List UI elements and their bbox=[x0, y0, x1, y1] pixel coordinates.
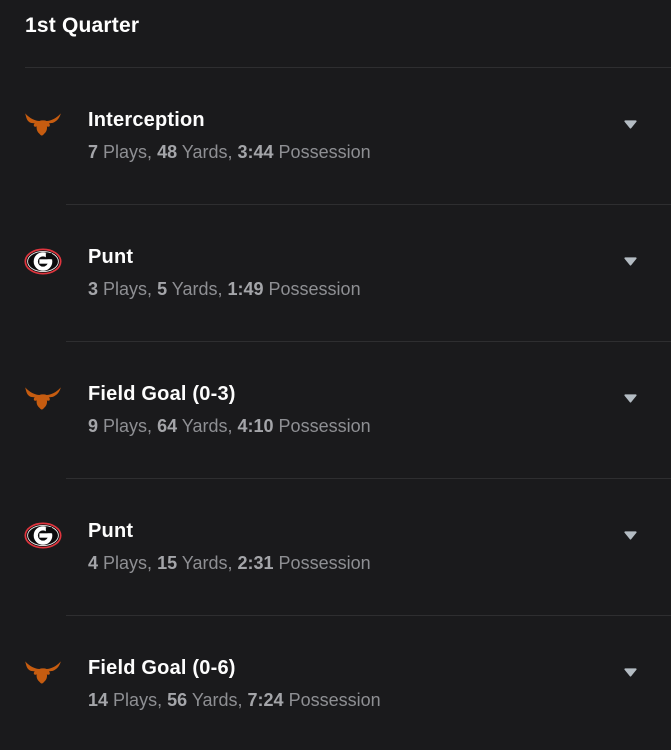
drive-texts: Interception 7 Plays, 48 Yards, 3:44 Pos… bbox=[88, 108, 612, 163]
chevron-down-icon[interactable] bbox=[624, 664, 637, 677]
yards-label: Yards, bbox=[181, 142, 233, 162]
plays-count: 4 bbox=[88, 553, 99, 573]
possession-time: 3:44 bbox=[237, 142, 274, 162]
texas-longhorns-logo bbox=[24, 110, 62, 138]
plays-count: 14 bbox=[88, 690, 109, 710]
georgia-bulldogs-logo bbox=[24, 521, 62, 549]
texas-longhorns-logo bbox=[24, 384, 62, 412]
plays-label: Plays, bbox=[103, 553, 153, 573]
plays-label: Plays, bbox=[103, 416, 153, 436]
divider bbox=[25, 67, 671, 68]
drive-result: Punt bbox=[88, 520, 134, 542]
possession-time: 7:24 bbox=[247, 690, 284, 710]
yards-count: 5 bbox=[157, 279, 168, 299]
chevron-down-icon[interactable] bbox=[624, 116, 637, 129]
possession-label: Possession bbox=[288, 690, 381, 710]
possession-label: Possession bbox=[278, 142, 371, 162]
drive-texts: Punt 4 Plays, 15 Yards, 2:31 Possession bbox=[88, 519, 612, 574]
drive-row[interactable]: Field Goal (0-6) 14 Plays, 56 Yards, 7:2… bbox=[0, 616, 671, 750]
divider bbox=[66, 204, 671, 205]
drive-summary-line: 4 Plays, 15 Yards, 2:31 Possession bbox=[88, 552, 612, 574]
page-title: 1st Quarter bbox=[25, 14, 140, 37]
plays-label: Plays, bbox=[103, 279, 153, 299]
plays-label: Plays, bbox=[113, 690, 163, 710]
chevron-down-icon[interactable] bbox=[624, 253, 637, 266]
yards-label: Yards, bbox=[191, 690, 243, 710]
drive-result: Field Goal (0-6) bbox=[88, 657, 236, 679]
drive-texts: Field Goal (0-6) 14 Plays, 56 Yards, 7:2… bbox=[88, 656, 612, 711]
chevron-down-icon[interactable] bbox=[624, 390, 637, 403]
yards-count: 48 bbox=[157, 142, 178, 162]
drive-result: Punt bbox=[88, 246, 134, 268]
chevron-down-icon[interactable] bbox=[624, 527, 637, 540]
possession-time: 1:49 bbox=[227, 279, 264, 299]
possession-time: 2:31 bbox=[237, 553, 274, 573]
yards-label: Yards, bbox=[171, 279, 223, 299]
divider bbox=[66, 478, 671, 479]
yards-count: 15 bbox=[157, 553, 178, 573]
drive-result: Interception bbox=[88, 109, 205, 131]
drive-row[interactable]: Punt 3 Plays, 5 Yards, 1:49 Possession bbox=[0, 205, 671, 341]
drive-row[interactable]: Field Goal (0-3) 9 Plays, 64 Yards, 4:10… bbox=[0, 342, 671, 478]
drive-result: Field Goal (0-3) bbox=[88, 383, 236, 405]
drive-summary-line: 3 Plays, 5 Yards, 1:49 Possession bbox=[88, 278, 612, 300]
drive-summary-line: 9 Plays, 64 Yards, 4:10 Possession bbox=[88, 415, 612, 437]
drive-texts: Field Goal (0-3) 9 Plays, 64 Yards, 4:10… bbox=[88, 382, 612, 437]
drive-row[interactable]: Punt 4 Plays, 15 Yards, 2:31 Possession bbox=[0, 479, 671, 615]
texas-longhorns-logo bbox=[24, 658, 62, 686]
plays-count: 9 bbox=[88, 416, 99, 436]
plays-count: 3 bbox=[88, 279, 99, 299]
georgia-bulldogs-logo bbox=[24, 247, 62, 275]
yards-label: Yards, bbox=[181, 553, 233, 573]
possession-time: 4:10 bbox=[237, 416, 274, 436]
plays-count: 7 bbox=[88, 142, 99, 162]
drive-summary-line: 14 Plays, 56 Yards, 7:24 Possession bbox=[88, 689, 612, 711]
yards-count: 56 bbox=[167, 690, 188, 710]
drive-summary-line: 7 Plays, 48 Yards, 3:44 Possession bbox=[88, 141, 612, 163]
yards-label: Yards, bbox=[181, 416, 233, 436]
yards-count: 64 bbox=[157, 416, 178, 436]
drive-texts: Punt 3 Plays, 5 Yards, 1:49 Possession bbox=[88, 245, 612, 300]
divider bbox=[66, 341, 671, 342]
plays-label: Plays, bbox=[103, 142, 153, 162]
possession-label: Possession bbox=[278, 416, 371, 436]
possession-label: Possession bbox=[278, 553, 371, 573]
divider bbox=[66, 615, 671, 616]
drive-row[interactable]: Interception 7 Plays, 48 Yards, 3:44 Pos… bbox=[0, 68, 671, 204]
possession-label: Possession bbox=[268, 279, 361, 299]
